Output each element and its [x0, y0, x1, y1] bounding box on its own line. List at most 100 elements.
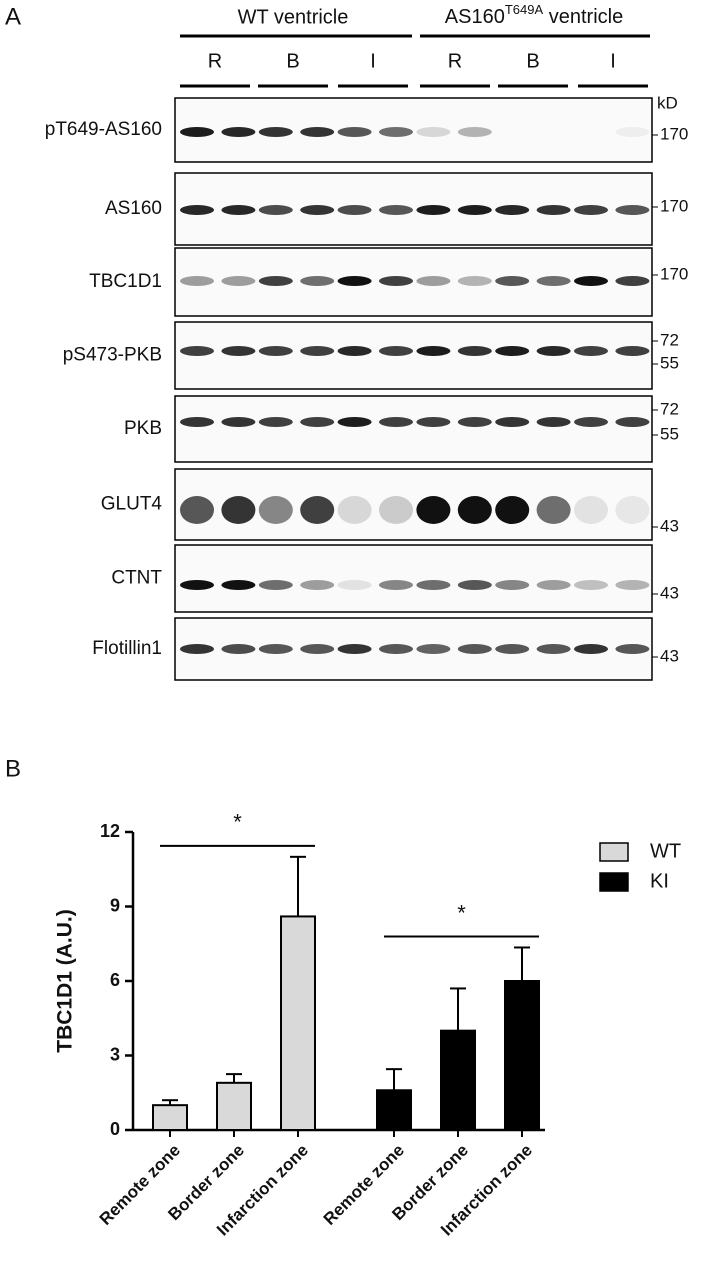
blot-band	[495, 205, 530, 215]
blot-label: CTNT	[111, 568, 162, 589]
bar	[280, 915, 316, 1132]
blot-band	[221, 580, 256, 590]
marker-label: 43	[660, 646, 679, 665]
blot-band	[180, 127, 214, 137]
panel-label: B	[5, 755, 21, 782]
blot-band	[221, 417, 256, 427]
blot-frame	[174, 321, 653, 390]
blot-band	[300, 205, 335, 215]
blot-band	[536, 580, 571, 590]
blot-band	[337, 346, 372, 356]
legend-swatch	[599, 872, 629, 892]
blot-band	[379, 644, 413, 654]
group-label-sup: T649A	[505, 2, 544, 17]
blot-band	[495, 276, 530, 286]
blot-band	[337, 496, 372, 524]
kd-label: kD	[657, 93, 678, 112]
blot-band	[615, 417, 650, 427]
lane-label: B	[286, 50, 299, 72]
blot-band	[180, 417, 214, 427]
blot-band	[221, 496, 256, 524]
blot-band	[379, 346, 413, 356]
blot-band	[536, 346, 571, 356]
blot-frame	[174, 544, 653, 613]
blot-band	[495, 346, 530, 356]
blot-band	[416, 276, 451, 286]
blot-frame	[174, 97, 653, 163]
marker-label: 72	[660, 399, 679, 418]
bar	[152, 1104, 188, 1131]
bar	[376, 1089, 412, 1132]
blot-band	[300, 580, 335, 590]
blot-band	[574, 417, 608, 427]
blot-band	[615, 580, 650, 590]
blot-band	[180, 205, 214, 215]
group-label-main: AS160	[445, 6, 505, 28]
legend-swatch	[599, 842, 629, 862]
lane-label: R	[448, 50, 462, 72]
lane-label: R	[208, 50, 222, 72]
blot-label: AS160	[105, 198, 162, 219]
blot-band	[615, 644, 650, 654]
blot-band	[457, 644, 492, 654]
blot-band	[574, 496, 608, 524]
blot-band	[495, 496, 530, 524]
blot-band	[615, 127, 650, 137]
marker-label: 72	[660, 330, 679, 349]
blot-band	[536, 417, 571, 427]
legend-label: WT	[650, 840, 681, 862]
blot-band	[457, 205, 492, 215]
blot-band	[536, 276, 571, 286]
blot-band	[180, 346, 214, 356]
blot-band	[337, 127, 372, 137]
blot-band	[379, 205, 413, 215]
blot-frame	[174, 395, 653, 463]
blot-band	[300, 496, 335, 524]
blot-band	[416, 580, 451, 590]
blot-band	[495, 580, 530, 590]
marker-label: 170	[660, 196, 688, 215]
legend-label: KI	[650, 870, 669, 892]
blot-label: GLUT4	[101, 494, 163, 515]
blot-band	[615, 276, 650, 286]
bar	[440, 1029, 476, 1131]
blot-band	[416, 127, 451, 137]
blot-band	[379, 127, 413, 137]
blot-band	[574, 276, 608, 286]
y-tick-label: 3	[110, 1044, 120, 1064]
blot-band	[300, 346, 335, 356]
blot-band	[457, 496, 492, 524]
blot-band	[300, 276, 335, 286]
blot-band	[221, 276, 256, 286]
significance-star: *	[233, 810, 242, 835]
lane-label: I	[370, 50, 376, 72]
blot-band	[574, 346, 608, 356]
blot-band	[300, 127, 335, 137]
blot-frame	[174, 247, 653, 317]
blot-band	[258, 205, 293, 215]
blot-band	[379, 417, 413, 427]
blot-band	[536, 496, 571, 524]
blot-band	[457, 417, 492, 427]
blot-band	[457, 276, 492, 286]
blot-band	[180, 644, 214, 654]
blot-band	[615, 496, 650, 524]
blot-band	[258, 580, 293, 590]
lane-label: I	[610, 50, 616, 72]
blot-band	[221, 644, 256, 654]
blot-band	[337, 417, 372, 427]
blot-band	[180, 580, 214, 590]
blot-frame	[174, 468, 653, 541]
blot-band	[258, 127, 293, 137]
marker-label: 55	[660, 424, 679, 443]
blot-band	[379, 276, 413, 286]
blot-band	[180, 496, 214, 524]
marker-label: 55	[660, 353, 679, 372]
blot-band	[258, 417, 293, 427]
blot-band	[536, 644, 571, 654]
blot-band	[416, 346, 451, 356]
bar	[216, 1081, 252, 1131]
marker-label: 43	[660, 516, 679, 535]
blot-band	[457, 580, 492, 590]
blot-band	[379, 580, 413, 590]
